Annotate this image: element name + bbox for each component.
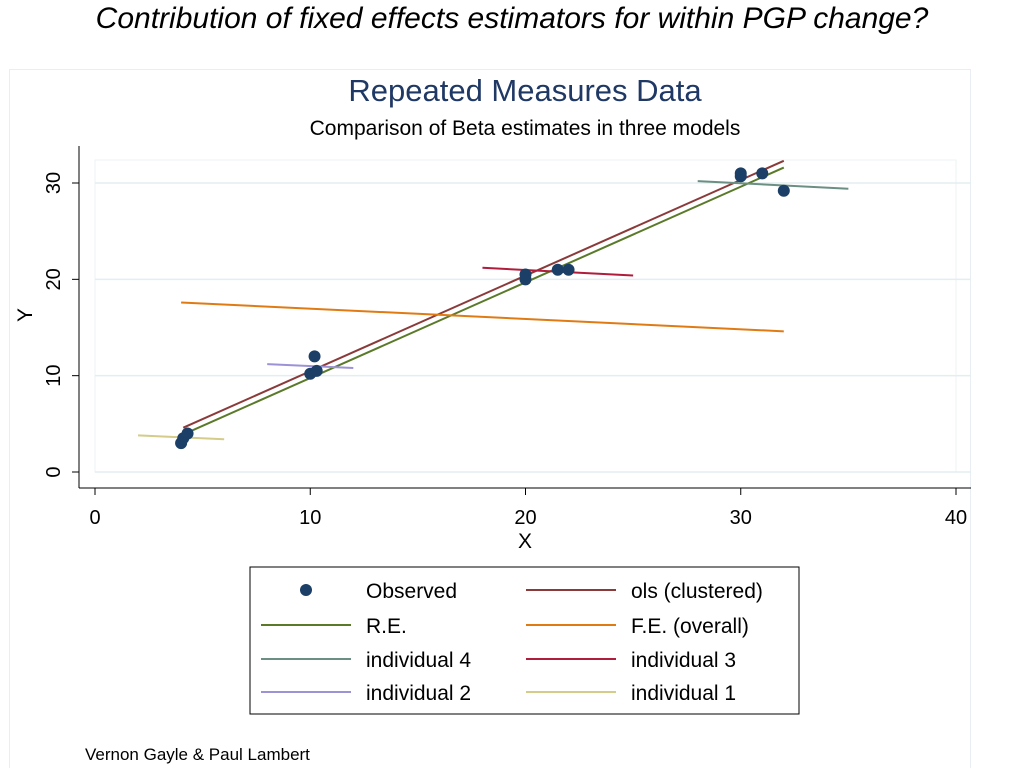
legend-label-individual-4: individual 4	[366, 649, 471, 672]
x-tick-label-1: 10	[299, 507, 321, 529]
point-9	[562, 263, 575, 276]
x-axis-label: X	[518, 530, 532, 553]
legend-label-individual-2: individual 2	[366, 682, 471, 705]
point-5	[310, 364, 323, 377]
chart-frame	[9, 69, 971, 768]
line-individual-4	[697, 180, 849, 190]
legend-label-ols-clustered: ols (clustered)	[631, 580, 763, 603]
line-f-e-overall	[181, 301, 784, 333]
plot-region	[94, 159, 957, 473]
x-tick-label-0: 0	[89, 507, 100, 529]
y-tick-label-2: 20	[43, 268, 65, 290]
chart-title: Repeated Measures Data	[348, 73, 702, 108]
point-2	[181, 427, 194, 440]
line-r-e	[182, 166, 785, 436]
footer-credit: Vernon Gayle & Paul Lambert	[85, 745, 310, 764]
legend-label-individual-1: individual 1	[631, 682, 736, 705]
point-13	[777, 184, 790, 197]
slide-title: Contribution of fixed effects estimators…	[95, 2, 929, 35]
observed-points	[175, 167, 790, 450]
axes: 0 10 20 30 0 10 20 30 40	[43, 146, 971, 529]
line-ols-clustered	[182, 159, 785, 429]
legend-label-individual-3: individual 3	[631, 649, 736, 672]
point-11	[734, 167, 747, 180]
legend-label-observed: Observed	[366, 580, 457, 603]
y-tick-label-3: 30	[43, 172, 65, 194]
y-tick-label-1: 10	[43, 365, 65, 387]
point-12	[756, 167, 769, 180]
y-tick-label-0: 0	[43, 466, 65, 477]
legend: Observed ols (clustered) R.E. F.E. (overall…	[261, 580, 763, 705]
legend-box	[249, 566, 800, 715]
legend-label-f-e-overall: F.E. (overall)	[631, 615, 749, 638]
legend-label-r-e: R.E.	[366, 615, 407, 638]
x-tick-label-2: 20	[514, 507, 536, 529]
y-axis-label: Y	[14, 308, 37, 322]
line-individual-2	[267, 363, 354, 369]
grid	[95, 182, 971, 473]
x-tick-label-4: 40	[945, 507, 967, 529]
chart-subtitle: Comparison of Beta estimates in three mo…	[310, 117, 741, 140]
point-4	[308, 350, 321, 363]
point-7	[519, 268, 532, 281]
x-tick-label-3: 30	[730, 507, 752, 529]
legend-key-observed	[300, 584, 312, 596]
point-8	[551, 263, 564, 276]
series-lines	[138, 159, 849, 441]
